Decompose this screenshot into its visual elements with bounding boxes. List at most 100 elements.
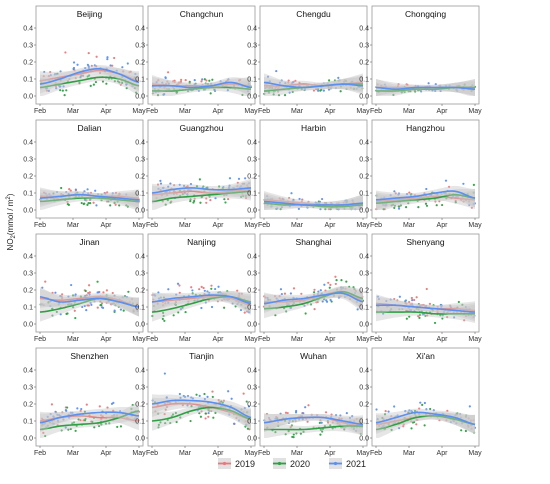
data-point-2021 (318, 200, 322, 203)
smooth-line-2021 (263, 292, 364, 305)
smooth-line-2020 (151, 190, 252, 203)
data-point-2021 (59, 70, 62, 73)
data-point-2019 (112, 409, 115, 412)
panel-jinan: Jinan 0.0 0.1 0.2 0.3 0.4 Feb Mar Apr May (23, 233, 146, 343)
data-point-2020 (151, 92, 154, 95)
legend-swatch-point (333, 461, 338, 466)
data-point-2021 (231, 302, 234, 305)
data-point-2019 (312, 293, 316, 297)
data-point-2019 (130, 298, 134, 301)
y-tick-label: 0.0 (23, 207, 33, 214)
data-point-2020 (464, 415, 467, 418)
x-tick-label: Feb (370, 222, 382, 229)
data-point-2021 (58, 414, 61, 417)
data-point-2019 (190, 286, 193, 289)
data-point-2021 (440, 305, 443, 308)
data-point-2020 (63, 94, 66, 97)
data-point-2020 (399, 204, 402, 207)
data-point-2021 (423, 401, 426, 405)
data-point-2020 (172, 314, 175, 317)
x-tick-label: Mar (403, 108, 416, 115)
x-tick-label: Mar (179, 336, 192, 343)
data-point-2019 (198, 288, 201, 291)
data-point-2020 (375, 194, 378, 197)
y-tick-label: 0.2 (247, 401, 257, 408)
data-point-2021 (165, 396, 168, 399)
data-point-2020 (194, 293, 197, 296)
data-point-2021 (110, 402, 114, 405)
data-point-2021 (302, 412, 305, 415)
data-point-2021 (71, 411, 74, 414)
data-point-2020 (383, 413, 387, 416)
data-point-2019 (419, 304, 422, 307)
x-tick-label: Apr (213, 222, 225, 229)
smooth-line-2021 (39, 68, 140, 85)
smooth-line-2021 (263, 200, 364, 206)
data-point-2020 (203, 392, 206, 396)
data-point-2021 (232, 422, 236, 425)
data-point-2021 (179, 396, 182, 399)
data-point-2019 (339, 295, 342, 298)
x-tick-label: Mar (403, 336, 416, 343)
x-tick-label: May (356, 222, 370, 229)
data-point-2019 (99, 71, 102, 75)
data-point-2021 (200, 306, 203, 310)
data-point-2019 (338, 417, 341, 420)
data-point-2019 (468, 200, 471, 203)
legend-swatch-point (222, 461, 227, 466)
data-point-2020 (131, 302, 134, 305)
data-point-2021 (351, 415, 354, 418)
data-point-2019 (69, 189, 72, 192)
data-point-2020 (209, 92, 212, 95)
data-point-2021 (397, 192, 401, 195)
y-tick-label: 0.4 (135, 139, 145, 146)
smooth-line-2020 (151, 86, 252, 92)
data-point-2020 (429, 407, 432, 411)
confidence-band-2019 (152, 397, 251, 430)
data-point-2020 (316, 87, 320, 91)
data-point-2020 (433, 321, 437, 325)
data-point-2021 (119, 308, 123, 311)
data-point-2020 (116, 425, 119, 429)
data-point-2020 (292, 436, 295, 439)
x-tick-label: May (468, 336, 482, 343)
data-point-2021 (197, 89, 200, 92)
x-tick-label: Apr (101, 108, 113, 115)
data-point-2019 (434, 200, 437, 203)
panel-beijing: Beijing 0.0 0.1 0.2 0.3 0.4 Feb Mar Apr May (23, 5, 146, 115)
data-point-2020 (423, 424, 426, 427)
data-point-2019 (236, 181, 239, 184)
data-point-2020 (132, 310, 135, 313)
data-point-2020 (274, 314, 277, 317)
data-point-2019 (301, 198, 304, 201)
data-point-2020 (195, 185, 199, 188)
data-point-2021 (354, 429, 358, 432)
data-point-2021 (289, 306, 292, 309)
y-tick-label: 0.3 (23, 384, 33, 391)
smooth-line-2019 (375, 195, 476, 203)
data-point-2021 (389, 298, 392, 301)
data-point-2021 (54, 291, 57, 294)
data-point-2019 (106, 406, 109, 409)
data-point-2020 (441, 317, 444, 320)
y-tick-label: 0.0 (135, 321, 145, 328)
data-point-2020 (418, 313, 422, 317)
data-point-2020 (418, 316, 421, 319)
data-point-2021 (380, 84, 383, 87)
data-point-2019 (330, 413, 333, 416)
data-point-2019 (90, 64, 93, 67)
data-point-2021 (408, 308, 412, 311)
data-point-2019 (73, 309, 76, 312)
data-point-2020 (291, 90, 294, 93)
data-point-2020 (333, 79, 337, 82)
data-point-2019 (216, 300, 219, 303)
data-point-2020 (287, 430, 290, 433)
x-tick-label: Feb (258, 450, 270, 457)
data-point-2019 (470, 427, 473, 430)
data-point-2021 (159, 182, 163, 185)
x-tick-label: May (244, 336, 258, 343)
data-point-2021 (126, 62, 129, 65)
data-point-2019 (222, 399, 226, 402)
data-point-2020 (245, 411, 248, 414)
data-point-2021 (353, 291, 357, 295)
